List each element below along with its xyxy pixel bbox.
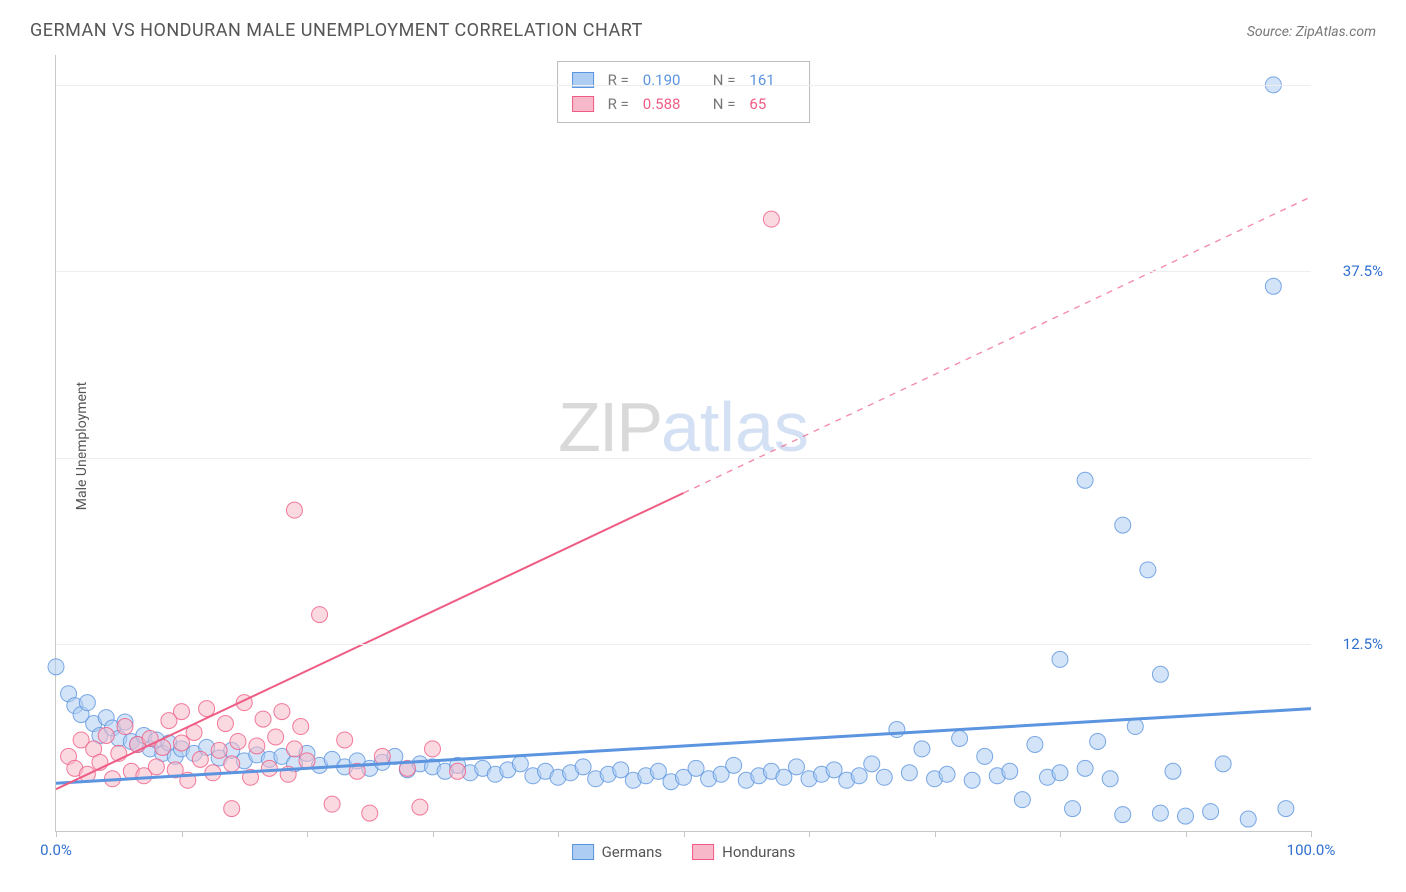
x-tick-label: 0.0%	[40, 841, 72, 859]
legend-item-hondurans: Hondurans	[692, 843, 795, 861]
swatch-hondurans	[572, 96, 594, 112]
legend-item-germans: Germans	[572, 843, 663, 861]
chart-title: GERMAN VS HONDURAN MALE UNEMPLOYMENT COR…	[30, 20, 643, 41]
source-label: Source: ZipAtlas.com	[1247, 24, 1376, 40]
x-tick-label: 100.0%	[1287, 841, 1336, 859]
swatch-germans-icon	[572, 844, 594, 860]
y-tick-label: 12.5%	[1323, 635, 1383, 653]
chart-plot-area: ZIPatlas R =0.190 N =161 R =0.588 N =65 …	[55, 55, 1311, 832]
y-tick-label: 37.5%	[1323, 262, 1383, 280]
series-legend: Germans Hondurans	[572, 843, 796, 861]
legend-row-hondurans: R =0.588 N =65	[572, 92, 796, 116]
scatter-svg	[56, 55, 1311, 831]
swatch-hondurans-icon	[692, 844, 714, 860]
legend-row-germans: R =0.190 N =161	[572, 68, 796, 92]
correlation-legend: R =0.190 N =161 R =0.588 N =65	[557, 61, 811, 123]
